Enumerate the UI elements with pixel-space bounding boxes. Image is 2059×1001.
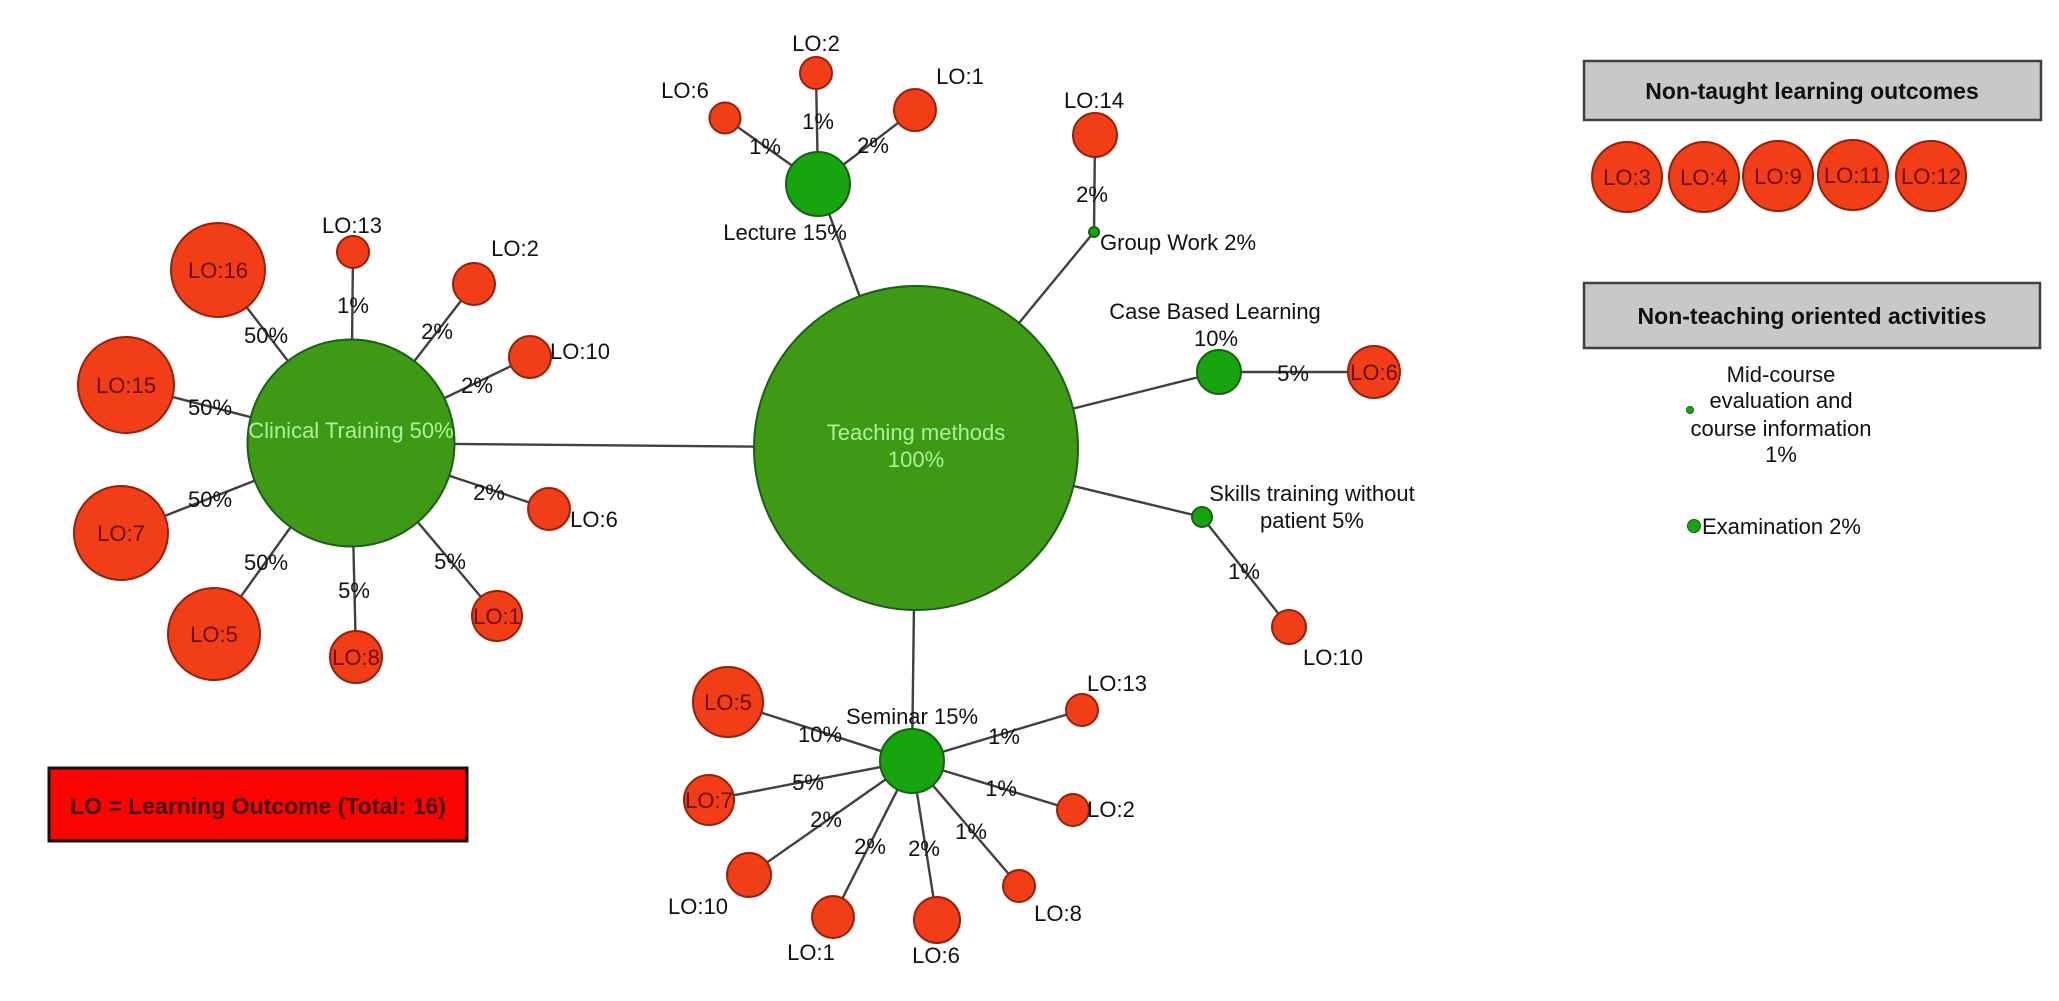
svg-text:LO:10: LO:10: [550, 339, 610, 364]
svg-text:LO:14: LO:14: [1064, 88, 1124, 113]
svg-text:evaluation and: evaluation and: [1709, 388, 1852, 413]
svg-text:50%: 50%: [244, 323, 288, 348]
svg-text:10%: 10%: [798, 722, 842, 747]
svg-text:1%: 1%: [988, 724, 1020, 749]
svg-text:LO:13: LO:13: [1087, 671, 1147, 696]
svg-text:2%: 2%: [908, 836, 940, 861]
svg-text:patient 5%: patient 5%: [1260, 508, 1364, 533]
svg-text:Non-taught learning outcomes: Non-taught learning outcomes: [1645, 78, 1979, 104]
svg-text:1%: 1%: [1228, 559, 1260, 584]
svg-text:LO = Learning Outcome (Total:: LO = Learning Outcome (Total: 16): [70, 793, 446, 819]
svg-text:2%: 2%: [421, 319, 453, 344]
svg-text:1%: 1%: [955, 819, 987, 844]
svg-text:LO:10: LO:10: [1303, 645, 1363, 670]
svg-text:LO:15: LO:15: [96, 373, 156, 398]
svg-text:1%: 1%: [749, 134, 781, 159]
svg-text:LO:6: LO:6: [570, 507, 618, 532]
svg-text:LO:11: LO:11: [1824, 163, 1882, 188]
svg-text:LO:9: LO:9: [1754, 164, 1802, 189]
svg-text:50%: 50%: [188, 395, 232, 420]
svg-text:50%: 50%: [188, 487, 232, 512]
svg-text:5%: 5%: [1277, 361, 1309, 386]
svg-text:LO:2: LO:2: [1087, 797, 1135, 822]
svg-text:LO:1: LO:1: [787, 940, 835, 965]
svg-text:LO:8: LO:8: [332, 645, 380, 670]
svg-text:Examination 2%: Examination 2%: [1702, 514, 1861, 539]
svg-text:2%: 2%: [854, 834, 886, 859]
svg-text:course information: course information: [1691, 416, 1872, 441]
svg-text:LO:8: LO:8: [1034, 901, 1082, 926]
svg-text:LO:13: LO:13: [322, 213, 382, 238]
svg-text:Non-teaching oriented activiti: Non-teaching oriented activities: [1638, 303, 1987, 329]
svg-text:2%: 2%: [473, 480, 505, 505]
svg-text:Mid-course: Mid-course: [1727, 362, 1836, 387]
svg-text:LO:7: LO:7: [685, 788, 733, 813]
svg-text:LO:2: LO:2: [792, 31, 840, 56]
svg-text:LO:1: LO:1: [473, 604, 521, 629]
svg-text:Seminar 15%: Seminar 15%: [846, 704, 978, 729]
svg-text:Clinical Training 50%: Clinical Training 50%: [248, 418, 453, 443]
svg-text:LO:5: LO:5: [704, 690, 752, 715]
svg-text:LO:16: LO:16: [188, 258, 248, 283]
svg-text:2%: 2%: [810, 807, 842, 832]
svg-text:1%: 1%: [985, 776, 1017, 801]
svg-text:Lecture 15%: Lecture 15%: [723, 220, 847, 245]
svg-text:2%: 2%: [1076, 182, 1108, 207]
svg-text:LO:12: LO:12: [1901, 164, 1961, 189]
svg-text:LO:2: LO:2: [491, 236, 539, 261]
svg-text:1%: 1%: [802, 109, 834, 134]
svg-text:5%: 5%: [338, 578, 370, 603]
svg-text:LO:3: LO:3: [1603, 165, 1651, 190]
svg-text:50%: 50%: [244, 550, 288, 575]
svg-text:LO:6: LO:6: [661, 78, 709, 103]
svg-text:LO:10: LO:10: [668, 894, 728, 919]
svg-text:100%: 100%: [888, 447, 944, 472]
svg-text:LO:7: LO:7: [97, 521, 145, 546]
svg-text:Group Work 2%: Group Work 2%: [1100, 230, 1256, 255]
svg-text:LO:5: LO:5: [190, 622, 238, 647]
svg-text:Skills training without: Skills training without: [1209, 481, 1414, 506]
svg-text:2%: 2%: [461, 373, 493, 398]
svg-text:LO:6: LO:6: [912, 943, 960, 968]
svg-text:LO:4: LO:4: [1680, 165, 1728, 190]
svg-text:1%: 1%: [1765, 442, 1797, 467]
svg-text:LO:1: LO:1: [936, 64, 984, 89]
svg-text:5%: 5%: [434, 549, 466, 574]
svg-text:Teaching methods: Teaching methods: [827, 420, 1006, 445]
svg-text:10%: 10%: [1194, 326, 1238, 351]
svg-text:1%: 1%: [337, 293, 369, 318]
svg-text:LO:6: LO:6: [1350, 360, 1398, 385]
svg-text:2%: 2%: [857, 133, 889, 158]
svg-text:Case Based Learning: Case Based Learning: [1109, 299, 1321, 324]
svg-text:5%: 5%: [792, 770, 824, 795]
